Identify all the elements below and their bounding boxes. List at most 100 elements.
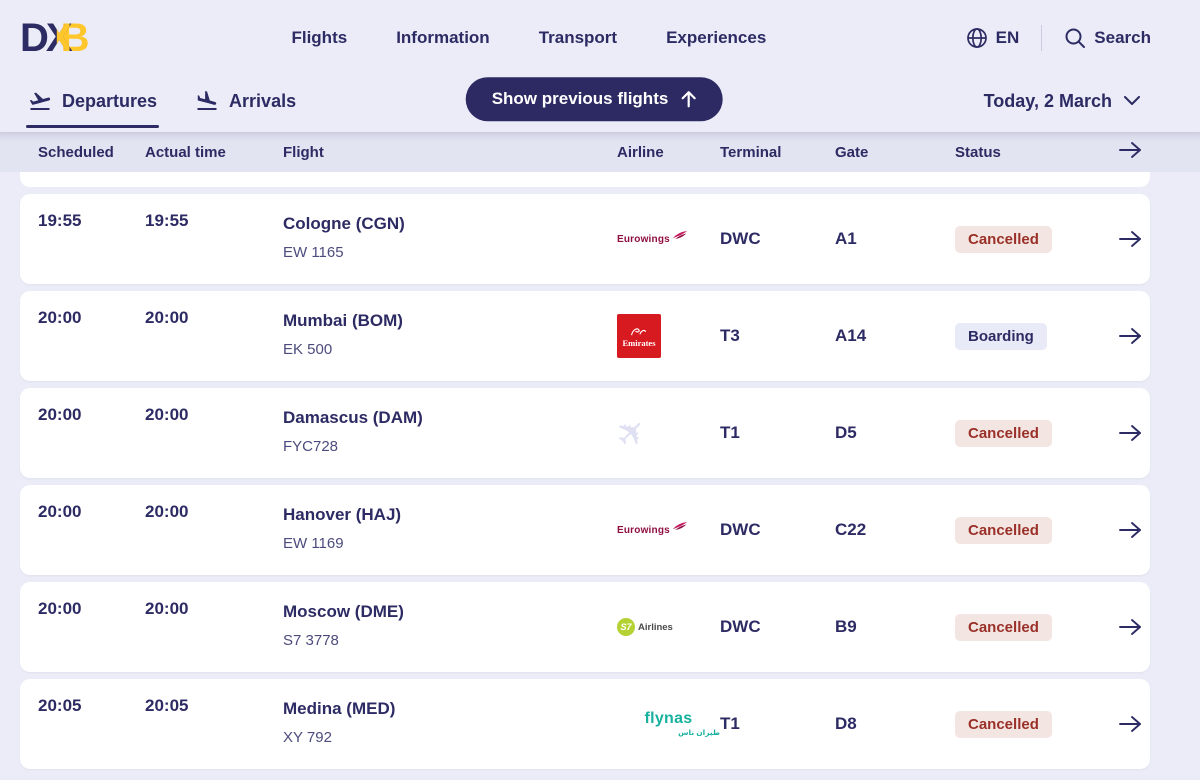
eurowings-logo: Eurowings [617, 521, 720, 536]
eurowings-wing-icon [672, 230, 688, 239]
row-arrow-icon[interactable] [1117, 326, 1143, 346]
gate: A1 [835, 229, 857, 248]
flight-number: XY 792 [283, 729, 332, 746]
scheduled-time: 20:00 [38, 599, 82, 618]
flight-row-damascus[interactable]: 20:00 20:00 Damascus (DAM) FYC728 ✈ T1 D… [20, 388, 1150, 478]
flight-row-medina[interactable]: 20:05 20:05 Medina (MED) XY 792 flynas ط… [20, 679, 1150, 769]
flight-info: Medina (MED) XY 792 [283, 679, 617, 746]
flight-row-cologne[interactable]: 19:55 19:55 Cologne (CGN) EW 1165 Eurowi… [20, 194, 1150, 284]
emirates-calligraphy-icon [630, 327, 647, 335]
actual-time: 20:00 [145, 599, 189, 618]
flight-info: Cologne (CGN) EW 1165 [283, 194, 617, 261]
status-cell: Cancelled [955, 419, 1110, 447]
flynas-logo: flynas طيران ناس [644, 710, 720, 738]
flight-number: EW 1169 [283, 535, 344, 552]
gate: B9 [835, 617, 857, 636]
actual-time: 20:00 [145, 308, 189, 327]
status-badge: Boarding [955, 322, 1047, 350]
top-right-group: EN Search [966, 25, 1151, 51]
airline-cell: Emirates [617, 314, 720, 358]
flight-number: FYC728 [283, 438, 339, 455]
arrow-up-icon [681, 91, 696, 108]
eurowings-logo: Eurowings [617, 230, 720, 245]
terminal: T1 [720, 714, 740, 733]
destination: Cologne (CGN) [283, 214, 405, 233]
flight-row-moscow[interactable]: 20:00 20:00 Moscow (DME) S7 3778 S7 Airl… [20, 582, 1150, 672]
status-badge: Cancelled [955, 225, 1052, 253]
date-label: Today, 2 March [983, 90, 1112, 111]
terminal: DWC [720, 617, 761, 636]
scheduled-time: 20:05 [38, 696, 82, 715]
tab-arrivals-label: Arrivals [229, 90, 297, 111]
table-header: Scheduled Actual time Flight Airline Ter… [0, 132, 1200, 172]
tab-arrivals[interactable]: Arrivals [193, 70, 298, 132]
destination: Hanover (HAJ) [283, 505, 402, 524]
date-selector[interactable]: Today, 2 March [984, 91, 1140, 112]
flight-number: EK 500 [283, 341, 333, 358]
col-header-scheduled: Scheduled [38, 143, 114, 161]
terminal: T3 [720, 326, 740, 345]
gate: A14 [835, 326, 867, 345]
divider [1041, 25, 1043, 51]
row-arrow-icon[interactable] [1117, 617, 1143, 637]
sub-bar: Departures Arrivals Show previous flight… [0, 70, 1200, 132]
status-cell: Cancelled [955, 710, 1110, 738]
terminal: DWC [720, 520, 761, 539]
gate: D5 [835, 423, 857, 442]
top-navigation-bar: DX X B Flights Information Transport Exper… [0, 0, 1200, 70]
row-arrow-icon[interactable] [1117, 229, 1143, 249]
dxb-logo[interactable]: DX X B [20, 16, 89, 60]
status-cell: Cancelled [955, 516, 1110, 544]
flight-info: Hanover (HAJ) EW 1169 [283, 485, 617, 552]
show-previous-flights-label: Show previous flights [491, 89, 669, 109]
language-label: EN [995, 28, 1020, 47]
emirates-logo: Emirates [617, 314, 661, 358]
terminal: DWC [720, 229, 761, 248]
actual-time: 20:05 [145, 696, 189, 715]
flight-takeoff-icon [29, 92, 51, 110]
destination: Moscow (DME) [283, 602, 404, 621]
main-nav: Flights Information Transport Experience… [291, 28, 766, 48]
search-control[interactable]: Search [1064, 27, 1151, 49]
scheduled-time: 19:55 [38, 211, 82, 230]
scheduled-time: 20:00 [38, 502, 82, 521]
airline-cell: Eurowings [617, 230, 720, 245]
status-badge: Cancelled [955, 516, 1052, 544]
row-arrow-icon[interactable] [1117, 423, 1143, 443]
status-badge: Cancelled [955, 710, 1052, 738]
row-arrow-icon[interactable] [1117, 714, 1143, 734]
tab-departures-label: Departures [62, 90, 158, 111]
flight-info: Moscow (DME) S7 3778 [283, 582, 617, 649]
flight-land-icon [197, 91, 217, 110]
header-arrow-icon[interactable] [1117, 140, 1143, 165]
nav-item-flights[interactable]: Flights [291, 28, 348, 47]
logo-letter-d: D [20, 16, 49, 60]
partial-previous-row [20, 172, 1150, 187]
col-header-status: Status [955, 143, 1001, 161]
airline-cell: flynas طيران ناس [617, 711, 720, 737]
destination: Medina (MED) [283, 699, 396, 718]
tab-departures[interactable]: Departures [26, 70, 160, 132]
flight-number: EW 1165 [283, 244, 344, 261]
s7-airlines-logo: S7 Airlines [617, 618, 720, 636]
gate: D8 [835, 714, 857, 733]
language-selector[interactable]: EN [966, 27, 1020, 49]
flight-row-mumbai[interactable]: 20:00 20:00 Mumbai (BOM) EK 500 Emirates… [20, 291, 1150, 381]
scheduled-time: 20:00 [38, 405, 82, 424]
show-previous-flights-button[interactable]: Show previous flights [465, 77, 723, 122]
row-arrow-icon[interactable] [1117, 520, 1143, 540]
nav-item-experiences[interactable]: Experiences [666, 28, 767, 47]
gate: C22 [835, 520, 867, 539]
globe-icon [966, 28, 987, 48]
nav-item-transport[interactable]: Transport [538, 28, 618, 47]
nav-item-information[interactable]: Information [396, 28, 490, 47]
col-header-airline: Airline [617, 143, 664, 161]
col-header-gate: Gate [835, 143, 869, 161]
search-label: Search [1094, 28, 1151, 47]
scheduled-time: 20:00 [38, 308, 82, 327]
chevron-down-icon [1124, 96, 1140, 105]
flight-row-hanover[interactable]: 20:00 20:00 Hanover (HAJ) EW 1169 Eurowi… [20, 485, 1150, 575]
destination: Damascus (DAM) [283, 408, 423, 427]
status-cell: Cancelled [955, 613, 1110, 641]
